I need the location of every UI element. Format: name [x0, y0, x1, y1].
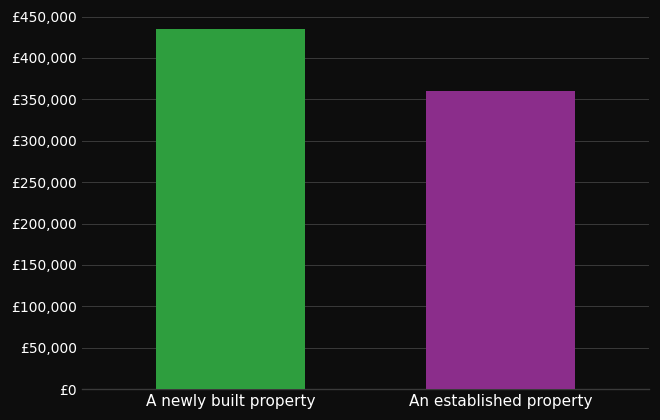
- Bar: [426, 91, 575, 389]
- Bar: [156, 29, 305, 389]
